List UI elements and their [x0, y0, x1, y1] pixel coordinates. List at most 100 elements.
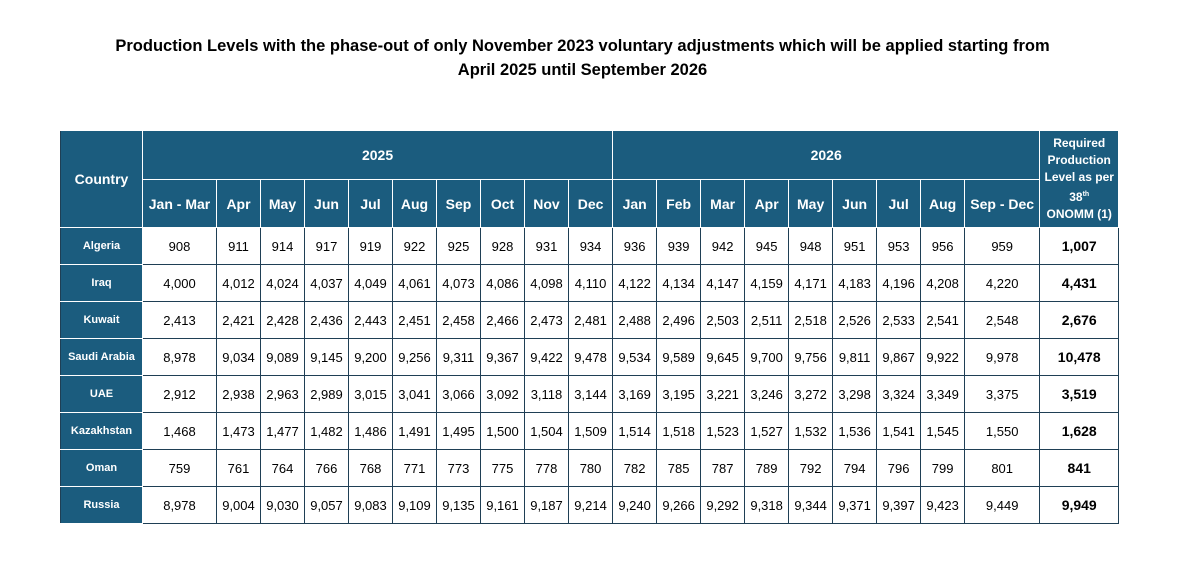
value-cell: 9,534: [612, 338, 658, 376]
value-cell: 4,134: [656, 264, 702, 302]
value-cell: 3,195: [656, 375, 702, 413]
value-cell: 2,496: [656, 301, 702, 339]
header-month: Oct: [480, 179, 525, 228]
value-cell: 768: [348, 449, 393, 487]
production-table: Country 2025 2026 Required Production Le…: [60, 130, 1120, 524]
value-cell: 3,041: [392, 375, 437, 413]
value-cell: 9,030: [260, 486, 305, 524]
value-cell: 1,532: [788, 412, 834, 450]
header-month: Apr: [216, 179, 261, 228]
value-cell: 1,518: [656, 412, 702, 450]
header-month: Nov: [524, 179, 569, 228]
value-cell: 9,811: [832, 338, 878, 376]
value-cell: 794: [832, 449, 878, 487]
value-cell: 4,024: [260, 264, 305, 302]
value-cell: 2,511: [744, 301, 790, 339]
value-cell: 2,436: [304, 301, 349, 339]
value-cell: 9,135: [436, 486, 481, 524]
value-cell: 951: [832, 227, 878, 265]
value-cell: 939: [656, 227, 702, 265]
required-level-cell: 3,519: [1039, 375, 1120, 413]
value-cell: 1,545: [920, 412, 966, 450]
table-row: Iraq 4,000 4,012 4,024 4,037 4,049 4,061 4,073 4…: [60, 264, 1120, 302]
value-cell: 942: [700, 227, 746, 265]
value-cell: 2,938: [216, 375, 261, 413]
header-month: May: [260, 179, 305, 228]
value-cell: 780: [567, 449, 614, 487]
value-cell: 9,978: [964, 338, 1041, 376]
value-cell: 9,700: [744, 338, 790, 376]
table-row: Kazakhstan 1,468 1,473 1,477 1,482 1,486 1,491…: [60, 412, 1120, 450]
value-cell: 1,491: [392, 412, 437, 450]
value-cell: 9,266: [656, 486, 702, 524]
value-cell: 3,169: [612, 375, 658, 413]
table-row: Oman 759 761 764 766 768 771 773 775 778 780 782 785…: [60, 449, 1120, 487]
value-cell: 1,504: [524, 412, 569, 450]
value-cell: 9,756: [788, 338, 834, 376]
value-cell: 9,214: [567, 486, 614, 524]
value-cell: 771: [392, 449, 437, 487]
value-cell: 936: [612, 227, 658, 265]
header-month: Sep - Dec: [964, 179, 1041, 228]
value-cell: 1,550: [964, 412, 1041, 450]
value-cell: 2,421: [216, 301, 261, 339]
country-cell: Russia: [60, 486, 143, 524]
header-country: Country: [60, 130, 143, 228]
required-level-cell: 841: [1039, 449, 1120, 487]
header-year-2025: 2025: [141, 130, 614, 180]
value-cell: 9,311: [436, 338, 481, 376]
value-cell: 775: [480, 449, 525, 487]
value-cell: 1,514: [612, 412, 658, 450]
value-cell: 1,500: [480, 412, 525, 450]
value-cell: 4,122: [612, 264, 658, 302]
page-title: Production Levels with the phase-out of …: [60, 34, 1105, 82]
header-month: Jan - Mar: [142, 179, 217, 228]
value-cell: 4,171: [788, 264, 834, 302]
value-cell: 911: [216, 227, 261, 265]
header-month: Dec: [567, 179, 614, 228]
country-cell: Saudi Arabia: [60, 338, 143, 376]
value-cell: 2,473: [524, 301, 569, 339]
value-cell: 2,541: [920, 301, 966, 339]
country-cell: Iraq: [60, 264, 143, 302]
value-cell: 3,015: [348, 375, 393, 413]
value-cell: 9,478: [567, 338, 614, 376]
required-level-cell: 9,949: [1039, 486, 1120, 524]
header-month: Aug: [392, 179, 437, 228]
required-level-cell: 10,478: [1039, 338, 1120, 376]
value-cell: 2,466: [480, 301, 525, 339]
header-month: May: [788, 179, 834, 228]
value-cell: 9,867: [876, 338, 922, 376]
value-cell: 3,375: [964, 375, 1041, 413]
value-cell: 2,912: [142, 375, 217, 413]
value-cell: 1,495: [436, 412, 481, 450]
value-cell: 4,061: [392, 264, 437, 302]
header-month: Jul: [348, 179, 393, 228]
value-cell: 3,144: [567, 375, 614, 413]
value-cell: 9,089: [260, 338, 305, 376]
title-line-1: Production Levels with the phase-out of …: [115, 37, 1050, 55]
value-cell: 9,589: [656, 338, 702, 376]
value-cell: 8,978: [142, 486, 217, 524]
value-cell: 4,110: [567, 264, 614, 302]
value-cell: 2,533: [876, 301, 922, 339]
header-month: Jan: [612, 179, 658, 228]
header-required-production: Required Production Level as per 38th ON…: [1039, 130, 1120, 228]
header-month: Jul: [876, 179, 922, 228]
value-cell: 908: [142, 227, 217, 265]
value-cell: 925: [436, 227, 481, 265]
header-year-2026: 2026: [612, 130, 1041, 180]
required-level-cell: 1,007: [1039, 227, 1120, 265]
value-cell: 1,523: [700, 412, 746, 450]
value-cell: 4,012: [216, 264, 261, 302]
value-cell: 9,083: [348, 486, 393, 524]
header-month: Apr: [744, 179, 790, 228]
table-body: Algeria 908 911 914 917 919 922 925 928 931 934 936…: [60, 227, 1120, 524]
value-cell: 956: [920, 227, 966, 265]
value-cell: 945: [744, 227, 790, 265]
value-cell: 782: [612, 449, 658, 487]
value-cell: 2,548: [964, 301, 1041, 339]
value-cell: 2,458: [436, 301, 481, 339]
value-cell: 4,196: [876, 264, 922, 302]
value-cell: 2,428: [260, 301, 305, 339]
